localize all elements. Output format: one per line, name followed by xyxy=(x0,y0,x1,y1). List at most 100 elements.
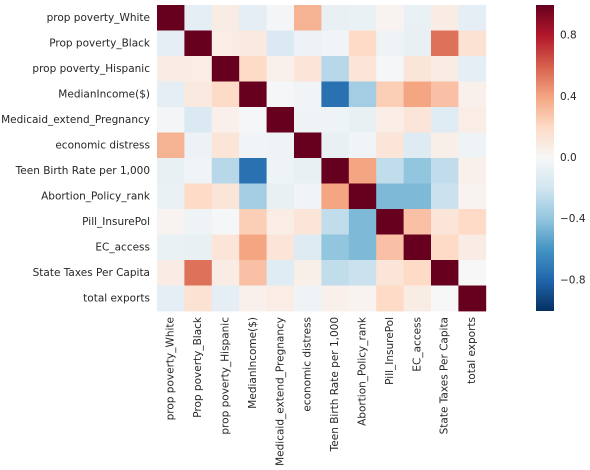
heatmap-cell xyxy=(266,158,295,184)
heatmap-cell xyxy=(376,132,404,159)
heatmap-cell xyxy=(294,30,322,57)
heatmap-cell xyxy=(294,183,322,210)
heatmap-cell xyxy=(157,81,185,108)
heatmap-cell xyxy=(348,30,377,57)
heatmap-cell xyxy=(431,5,459,31)
heatmap-cell xyxy=(239,81,267,108)
y-tick-label: Abortion_Policy_rank xyxy=(41,190,151,202)
y-tick-label: economic distress xyxy=(55,139,150,151)
heatmap-cell xyxy=(157,260,185,286)
heatmap-cell xyxy=(458,81,487,108)
y-tick-label: Medicaid_extend_Pregnancy xyxy=(1,114,150,126)
heatmap-cell xyxy=(239,209,267,235)
x-tick-label: Medicaid_extend_Pregnancy xyxy=(274,317,286,466)
heatmap-cell xyxy=(266,183,295,210)
heatmap-cell xyxy=(403,56,432,82)
heatmap-cell xyxy=(458,5,487,31)
heatmap-cell xyxy=(294,56,322,82)
heatmap-cell xyxy=(376,5,404,31)
heatmap-cell xyxy=(348,260,377,286)
x-tick-label: prop poverty_White xyxy=(165,317,177,420)
heatmap-cell xyxy=(184,30,213,57)
heatmap-cell xyxy=(321,158,350,184)
x-tick-label: Teen Birth Rate per 1,000 xyxy=(329,317,341,452)
y-tick-label: MedianIncome($) xyxy=(58,88,150,100)
heatmap-cell xyxy=(403,234,432,261)
heatmap-cell xyxy=(157,5,185,31)
heatmap-cell xyxy=(431,132,459,159)
heatmap-cell xyxy=(157,132,185,159)
heatmap-cell xyxy=(431,30,459,57)
y-tick-label: EC_access xyxy=(95,241,150,253)
heatmap-cell xyxy=(403,260,432,286)
heatmap-cell xyxy=(458,158,487,184)
colorbar xyxy=(536,5,554,311)
colorbar-tick-label: 0.8 xyxy=(560,30,577,42)
heatmap-cell xyxy=(211,183,240,210)
heatmap-cell xyxy=(239,132,267,159)
heatmap-cell xyxy=(321,209,350,235)
heatmap-cell xyxy=(321,81,350,108)
heatmap-cell xyxy=(211,209,240,235)
heatmap-cell xyxy=(184,260,213,286)
heatmap-cell xyxy=(211,285,240,312)
heatmap-cell xyxy=(211,30,240,57)
heatmap-cell xyxy=(458,183,487,210)
heatmap-cell xyxy=(184,107,213,133)
x-tick-label: economic distress xyxy=(302,317,314,412)
heatmap-cell xyxy=(294,234,322,261)
heatmap-cell xyxy=(294,209,322,235)
colorbar-tick-labels: 0.8 0.4 0.0 −0.4 −0.8 xyxy=(560,30,586,287)
heatmap-cell xyxy=(376,209,404,235)
colorbar-tick-label: −0.4 xyxy=(560,213,586,225)
heatmap-cell xyxy=(403,209,432,235)
heatmap-cell xyxy=(239,260,267,286)
heatmap-cell xyxy=(266,56,295,82)
heatmap-cell xyxy=(211,158,240,184)
heatmap-cell xyxy=(431,81,459,108)
y-tick-labels: prop poverty_White Prop poverty_Blackprop… xyxy=(1,12,151,305)
heatmap-cell xyxy=(239,5,267,31)
heatmap-cell xyxy=(184,56,213,82)
heatmap-cell xyxy=(458,234,487,261)
heatmap-cell xyxy=(376,285,404,312)
heatmap-cell xyxy=(266,107,295,133)
heatmap-cell xyxy=(403,107,432,133)
heatmap-cell xyxy=(458,132,487,159)
heatmap-cell xyxy=(157,234,185,261)
y-tick-label: State Taxes Per Capita xyxy=(33,267,150,279)
heatmap-cell xyxy=(294,132,322,159)
heatmap-cell xyxy=(321,30,350,57)
heatmap-cell xyxy=(458,56,487,82)
x-tick-label: Prop poverty_Black xyxy=(192,316,204,418)
heatmap-cell xyxy=(211,260,240,286)
heatmap-cell xyxy=(157,183,185,210)
y-tick-label: prop poverty_White xyxy=(47,12,150,24)
heatmap-cell xyxy=(376,183,404,210)
heatmap-cell xyxy=(321,132,350,159)
heatmap-cell xyxy=(266,30,295,57)
heatmap-cell xyxy=(294,158,322,184)
heatmap-cell xyxy=(184,5,213,31)
heatmap-cell xyxy=(348,158,377,184)
heatmap-cell xyxy=(403,285,432,312)
colorbar-tick-label: 0.4 xyxy=(560,91,577,103)
heatmap-cell xyxy=(431,209,459,235)
y-tick-label: total exports xyxy=(83,292,150,304)
heatmap-cell xyxy=(321,285,350,312)
heatmap-cell xyxy=(348,56,377,82)
x-tick-label: State Taxes Per Capita xyxy=(439,317,451,434)
heatmap-cell xyxy=(266,234,295,261)
x-tick-label: Abortion_Policy_rank xyxy=(357,316,369,426)
heatmap-cell xyxy=(184,234,213,261)
heatmap-cell xyxy=(321,56,350,82)
heatmap-cell xyxy=(321,234,350,261)
heatmap-cell xyxy=(376,81,404,108)
heatmap-cell xyxy=(321,260,350,286)
heatmap-cell xyxy=(294,81,322,108)
heatmap-cell xyxy=(431,285,459,312)
heatmap-cell xyxy=(211,81,240,108)
heatmap-cell xyxy=(266,285,295,312)
heatmap-cell xyxy=(239,183,267,210)
